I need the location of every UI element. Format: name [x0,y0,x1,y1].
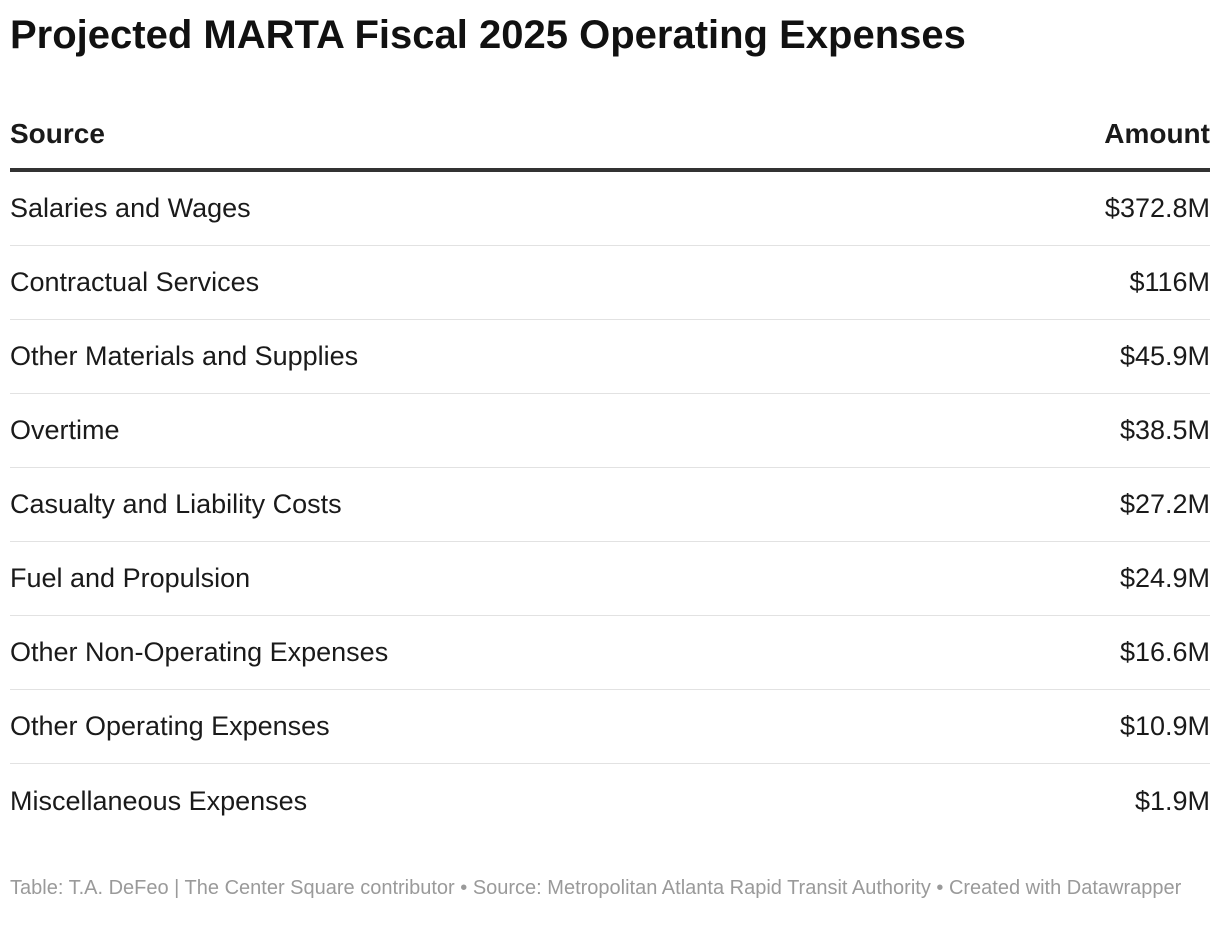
table-body: Salaries and Wages $372.8M Contractual Ser… [10,172,1210,838]
chart-title: Projected MARTA Fiscal 2025 Operating Ex… [10,13,966,57]
cell-amount: $38.5M [1119,415,1210,445]
column-header-source: Source [10,118,105,149]
cell-amount: $24.9M [1119,563,1210,593]
cell-source: Other Materials and Supplies [10,341,359,371]
table-row: Other Materials and Supplies $45.9M [10,320,1210,394]
table-row: Overtime $38.5M [10,394,1210,468]
cell-amount: $27.2M [1119,489,1210,519]
table-row: Other Operating Expenses $10.9M [10,690,1210,764]
column-header-amount: Amount [1104,118,1210,149]
table-container: Projected MARTA Fiscal 2025 Operating Ex… [10,0,1210,938]
data-table: Source Amount Salaries and Wages $372.8M C… [10,100,1210,838]
table-row: Miscellaneous Expenses $1.9M [10,764,1210,838]
cell-amount: $10.9M [1119,711,1210,741]
table-row: Fuel and Propulsion $24.9M [10,542,1210,616]
cell-amount: $16.6M [1119,637,1210,667]
cell-source: Overtime [10,415,120,445]
cell-amount: $372.8M [1104,193,1210,223]
cell-amount: $116M [1129,267,1210,297]
cell-source: Miscellaneous Expenses [10,785,308,816]
cell-source: Fuel and Propulsion [10,563,251,593]
table-row: Casualty and Liability Costs $27.2M [10,468,1210,542]
cell-source: Contractual Services [10,267,260,297]
table-row: Other Non-Operating Expenses $16.6M [10,616,1210,690]
cell-amount: $1.9M [1134,785,1210,816]
cell-source: Casualty and Liability Costs [10,489,342,519]
cell-amount: $45.9M [1119,341,1210,371]
table-header: Source Amount [10,100,1210,172]
table-row: Salaries and Wages $372.8M [10,172,1210,246]
footer-credits: Table: T.A. DeFeo | The Center Square co… [10,877,1182,899]
cell-source: Other Operating Expenses [10,711,330,741]
cell-source: Salaries and Wages [10,193,251,223]
table-row: Contractual Services $116M [10,246,1210,320]
cell-source: Other Non-Operating Expenses [10,637,389,667]
